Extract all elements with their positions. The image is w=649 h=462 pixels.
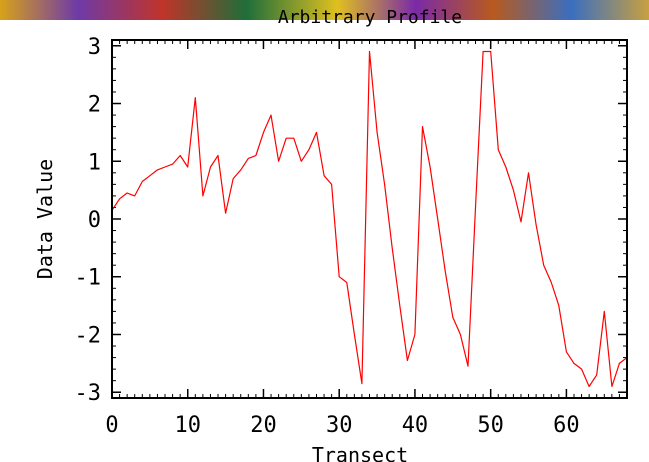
y-tick-label: 1: [88, 150, 101, 175]
x-tick-label: 40: [402, 413, 429, 438]
decorative-banner: [0, 0, 649, 20]
x-tick-label: 20: [250, 413, 277, 438]
y-tick-label: -1: [75, 266, 102, 291]
series-line: [111, 50, 628, 388]
y-axis-label: Data Value: [33, 159, 57, 279]
x-tick-label: 30: [326, 413, 353, 438]
y-tick-label: 3: [88, 35, 101, 60]
x-tick-label: 50: [477, 413, 504, 438]
x-tick-label: 60: [553, 413, 580, 438]
y-tick-label: -3: [75, 381, 102, 406]
x-tick-label: 0: [105, 413, 118, 438]
x-tick-label: 10: [174, 413, 201, 438]
chart-title: Arbitrary Profile: [278, 7, 462, 28]
plot-frame: [111, 39, 628, 399]
x-axis-label: Transect: [312, 443, 408, 462]
y-tick-label: 2: [88, 93, 101, 118]
y-tick-label: -2: [75, 323, 102, 348]
y-tick-label: 0: [88, 208, 101, 233]
